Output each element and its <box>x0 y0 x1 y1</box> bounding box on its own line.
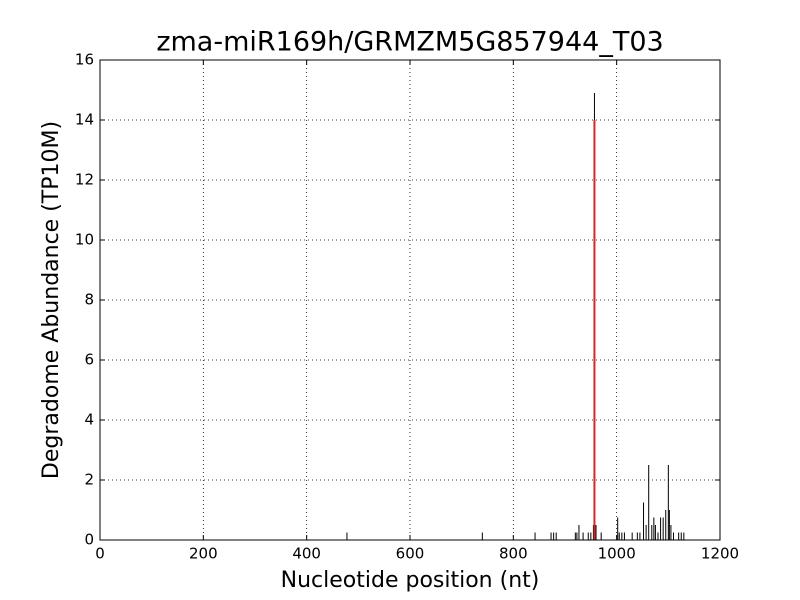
x-tick-label: 600 <box>396 545 425 563</box>
y-tick-label: 14 <box>75 111 94 129</box>
plot-frame <box>99 59 721 541</box>
y-tick-label: 8 <box>84 291 94 309</box>
x-tick-label: 1200 <box>701 545 739 563</box>
x-tick-label: 1000 <box>598 545 636 563</box>
y-tick-label: 16 <box>75 51 94 69</box>
y-tick-label: 6 <box>84 351 94 369</box>
x-tick-label: 200 <box>189 545 218 563</box>
x-axis-label: Nucleotide position (nt) <box>281 568 540 593</box>
y-axis-label: Degradome Abundance (TP10M) <box>39 121 64 479</box>
x-tick-label: 400 <box>292 545 321 563</box>
x-tick-label: 0 <box>95 545 105 563</box>
chart-title: zma-miR169h/GRMZM5G857944_T03 <box>156 27 663 58</box>
y-tick-label: 2 <box>84 471 94 489</box>
x-tick-label: 800 <box>499 545 528 563</box>
y-tick-label: 10 <box>75 231 94 249</box>
y-tick-label: 12 <box>75 171 94 189</box>
y-tick-label: 4 <box>84 411 94 429</box>
y-tick-label: 0 <box>84 531 94 549</box>
